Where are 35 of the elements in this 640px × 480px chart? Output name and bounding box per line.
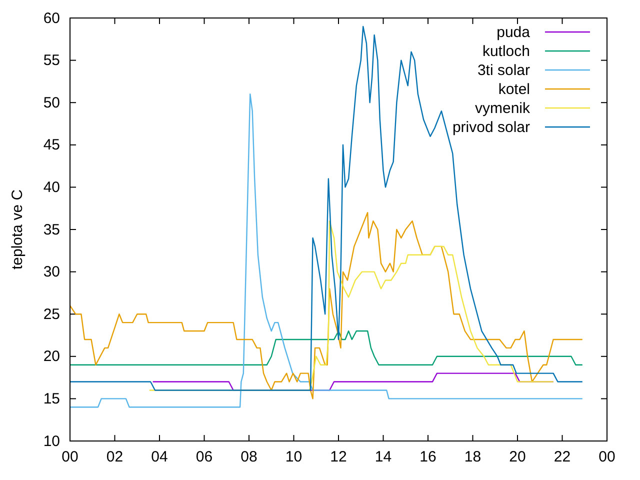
line-series [69, 26, 583, 391]
y-tick-label: 60 [43, 10, 60, 27]
y-tick-label: 55 [43, 52, 60, 70]
y-tick-label: 35 [43, 221, 60, 238]
y-tick-label: 50 [43, 94, 60, 112]
x-tick-label: 16 [420, 448, 436, 466]
legend-label: puda [496, 24, 531, 41]
line-series [69, 330, 583, 366]
x-tick-label: 20 [509, 448, 526, 466]
y-tick-label: 25 [43, 306, 60, 323]
legend-label: privod solar [452, 119, 530, 136]
legend-label: 3ti solar [477, 62, 530, 79]
x-tick-label: 12 [330, 448, 347, 466]
line-series [69, 94, 583, 408]
legend-label: vymenik [474, 100, 530, 117]
x-tick-label: 00 [598, 448, 616, 466]
y-tick-label: 15 [43, 390, 60, 408]
x-tick-label: 00 [62, 448, 78, 466]
x-tick-label: 06 [196, 448, 213, 466]
x-tick-label: 22 [554, 448, 571, 466]
x-tick-label: 18 [464, 448, 482, 466]
y-tick-label: 40 [43, 179, 60, 196]
line-series [69, 212, 583, 400]
y-tick-label: 10 [43, 432, 60, 450]
x-tick-label: 04 [151, 448, 168, 466]
x-tick-label: 08 [240, 448, 258, 466]
y-tick-label: 20 [43, 348, 60, 366]
y-tick-label: 30 [43, 264, 60, 281]
legend-label: kutloch [482, 43, 530, 60]
legend-label: kotel [498, 81, 530, 98]
x-tick-label: 14 [374, 448, 392, 466]
y-tick-label: 45 [43, 136, 60, 154]
y-axis-title: teplota ve C [9, 189, 26, 270]
x-tick-label: 02 [106, 448, 124, 466]
x-tick-label: 10 [285, 448, 302, 466]
